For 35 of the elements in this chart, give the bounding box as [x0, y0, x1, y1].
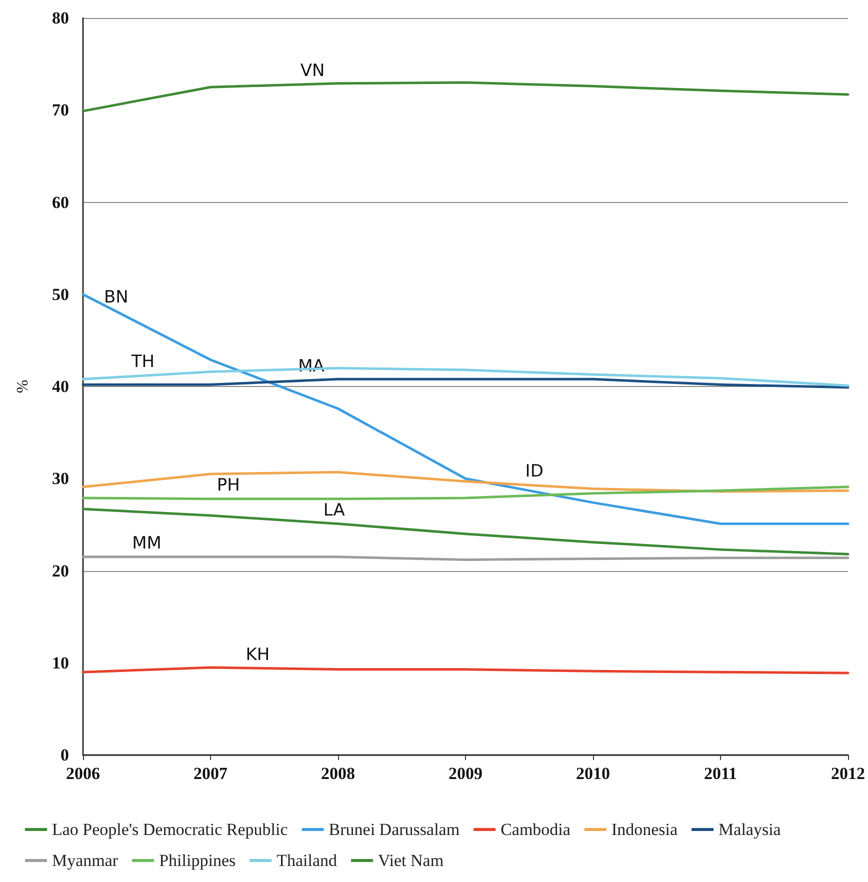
x-tick-label: 2011	[704, 764, 738, 783]
x-tick-label: 2010	[576, 764, 610, 783]
x-tick-label: 2009	[448, 764, 482, 783]
legend-label: Indonesia	[611, 820, 678, 839]
x-tick-label: 2012	[831, 764, 865, 783]
y-tick-label: 20	[52, 561, 69, 580]
annotation: LA	[323, 500, 346, 520]
y-tick-label: 80	[52, 8, 69, 28]
y-tick-label: 10	[52, 653, 69, 672]
annotation: KH	[246, 644, 270, 665]
legend-label: Cambodia	[500, 820, 571, 839]
legend-label: Thailand	[276, 851, 338, 870]
annotation: MM	[132, 533, 162, 554]
legend-label: Philippines	[159, 851, 236, 870]
legend-label: Brunei Darussalam	[328, 820, 460, 839]
legend-label: Lao People's Democratic Republic	[52, 820, 288, 839]
annotation: VN	[300, 60, 325, 81]
legend-label: Viet Nam	[378, 851, 444, 870]
y-tick-label: 0	[60, 746, 69, 764]
y-axis-title: %	[14, 380, 32, 394]
legend-label: Malaysia	[718, 820, 782, 839]
y-tick-label: 70	[52, 100, 69, 120]
annotation: ID	[525, 462, 544, 482]
annotation: PH	[216, 475, 240, 496]
x-tick-label: 2008	[321, 764, 355, 783]
y-tick-label: 30	[52, 469, 69, 488]
legend-label: Myanmar	[52, 851, 118, 870]
annotation: BN	[104, 287, 128, 308]
y-tick-label: 50	[52, 284, 69, 304]
y-tick-label: 40	[52, 377, 69, 396]
y-tick-label: 60	[52, 192, 69, 212]
line-series	[82, 81, 850, 112]
annotation: TH	[130, 352, 155, 372]
x-tick-label: 2007	[194, 764, 228, 783]
x-tick-label: 2006	[66, 764, 100, 783]
